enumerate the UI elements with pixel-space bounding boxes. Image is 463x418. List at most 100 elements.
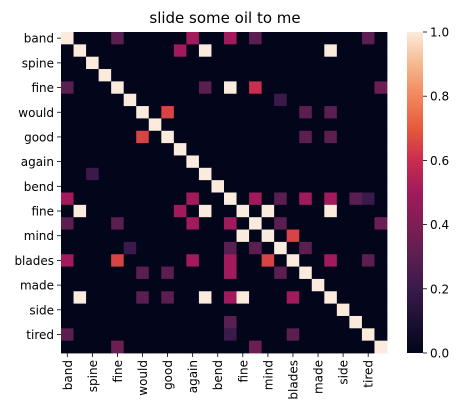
heatmap-cell <box>111 118 125 132</box>
heatmap-cell <box>374 143 388 156</box>
heatmap-cell <box>361 180 375 193</box>
heatmap-cell <box>198 81 212 95</box>
heatmap-cell <box>161 44 175 58</box>
heatmap-cell <box>286 81 300 95</box>
heatmap-cell <box>173 81 187 95</box>
heatmap-cell <box>186 217 200 230</box>
heatmap-cell <box>349 278 363 292</box>
heatmap-cell <box>73 278 87 292</box>
heatmap-cell <box>224 130 237 144</box>
heatmap-cell <box>211 204 225 218</box>
heatmap-cell <box>73 217 87 230</box>
colorbar-tick-label: 0.4 <box>430 218 449 232</box>
heatmap-cell <box>274 254 288 267</box>
heatmap-cell <box>211 81 225 95</box>
heatmap-cell <box>98 254 112 267</box>
heatmap-cell <box>236 204 250 218</box>
heatmap-cell <box>336 118 350 132</box>
heatmap-cell <box>136 328 150 342</box>
heatmap-cell <box>86 44 100 58</box>
heatmap-cell <box>173 32 187 45</box>
heatmap-cell <box>286 118 300 132</box>
heatmap-cell <box>236 44 250 58</box>
heatmap-cell <box>311 56 325 70</box>
heatmap-cell <box>186 291 200 305</box>
heatmap-cell <box>361 106 375 119</box>
heatmap-cell <box>311 69 325 82</box>
heatmap-cell <box>211 192 225 206</box>
heatmap-cell <box>61 291 74 305</box>
heatmap-cell <box>336 217 350 230</box>
heatmap-cell <box>224 69 237 82</box>
heatmap-cell <box>336 180 350 193</box>
chart-title: slide some oil to me <box>149 9 300 27</box>
heatmap-cell <box>73 118 87 132</box>
heatmap-cell <box>86 155 100 169</box>
heatmap-cell <box>311 328 325 342</box>
heatmap-cell <box>299 254 313 267</box>
heatmap-cell <box>173 278 187 292</box>
heatmap-cell <box>349 143 363 156</box>
heatmap-cell <box>361 204 375 218</box>
heatmap-cell <box>61 266 74 280</box>
heatmap-cell <box>374 167 388 181</box>
heatmap-cell <box>311 229 325 243</box>
heatmap-cell <box>98 266 112 280</box>
heatmap-cell <box>123 143 137 156</box>
heatmap-cell <box>261 81 275 95</box>
heatmap-cell <box>349 303 363 317</box>
heatmap-cell <box>86 192 100 206</box>
heatmap-cell <box>211 291 225 305</box>
heatmap-cell <box>336 340 350 354</box>
heatmap-cell <box>324 340 338 354</box>
x-tick-labels: band spine fine would good again bend fine mind b… <box>61 353 376 400</box>
heatmap-cell <box>374 106 388 119</box>
heatmap-cell <box>86 204 100 218</box>
heatmap-cell <box>173 303 187 317</box>
heatmap-cell <box>374 291 388 305</box>
heatmap-cell <box>261 167 275 181</box>
heatmap-cell <box>211 167 225 181</box>
heatmap-cell <box>148 106 162 119</box>
heatmap-cell <box>311 217 325 230</box>
heatmap-cell <box>148 291 162 305</box>
heatmap-cell <box>111 93 125 107</box>
heatmap-cell <box>249 167 263 181</box>
heatmap-cell <box>111 106 125 119</box>
heatmap-cell <box>73 192 87 206</box>
heatmap-cell <box>123 69 137 82</box>
heatmap-cell <box>261 93 275 107</box>
heatmap-cell <box>374 130 388 144</box>
y-tick-label: would <box>18 106 54 120</box>
heatmap-cell <box>136 266 150 280</box>
heatmap-cell <box>73 340 87 354</box>
heatmap-cell <box>374 44 388 58</box>
heatmap-cell <box>86 266 100 280</box>
heatmap-cell <box>98 217 112 230</box>
heatmap-cell <box>311 155 325 169</box>
heatmap-cell <box>111 143 125 156</box>
heatmap-cell <box>286 241 300 255</box>
heatmap-cell <box>299 278 313 292</box>
heatmap-cell <box>161 192 175 206</box>
heatmap-cell <box>123 106 137 119</box>
heatmap-cell <box>111 44 125 58</box>
heatmap-cell <box>148 44 162 58</box>
heatmap-cell <box>73 32 87 45</box>
heatmap-cell <box>336 266 350 280</box>
heatmap-cell <box>324 44 338 58</box>
heatmap-cell <box>236 315 250 329</box>
heatmap-cell <box>236 217 250 230</box>
heatmap-cell <box>61 93 74 107</box>
heatmap-cell <box>211 56 225 70</box>
heatmap-cell <box>86 143 100 156</box>
heatmap-cell <box>361 217 375 230</box>
heatmap-cell <box>173 229 187 243</box>
heatmap-cell <box>274 303 288 317</box>
heatmap-cell <box>111 229 125 243</box>
heatmap-cell <box>198 56 212 70</box>
heatmap-cell <box>161 229 175 243</box>
heatmap-cell <box>274 217 288 230</box>
heatmap-cell <box>111 217 125 230</box>
heatmap-cell <box>336 291 350 305</box>
